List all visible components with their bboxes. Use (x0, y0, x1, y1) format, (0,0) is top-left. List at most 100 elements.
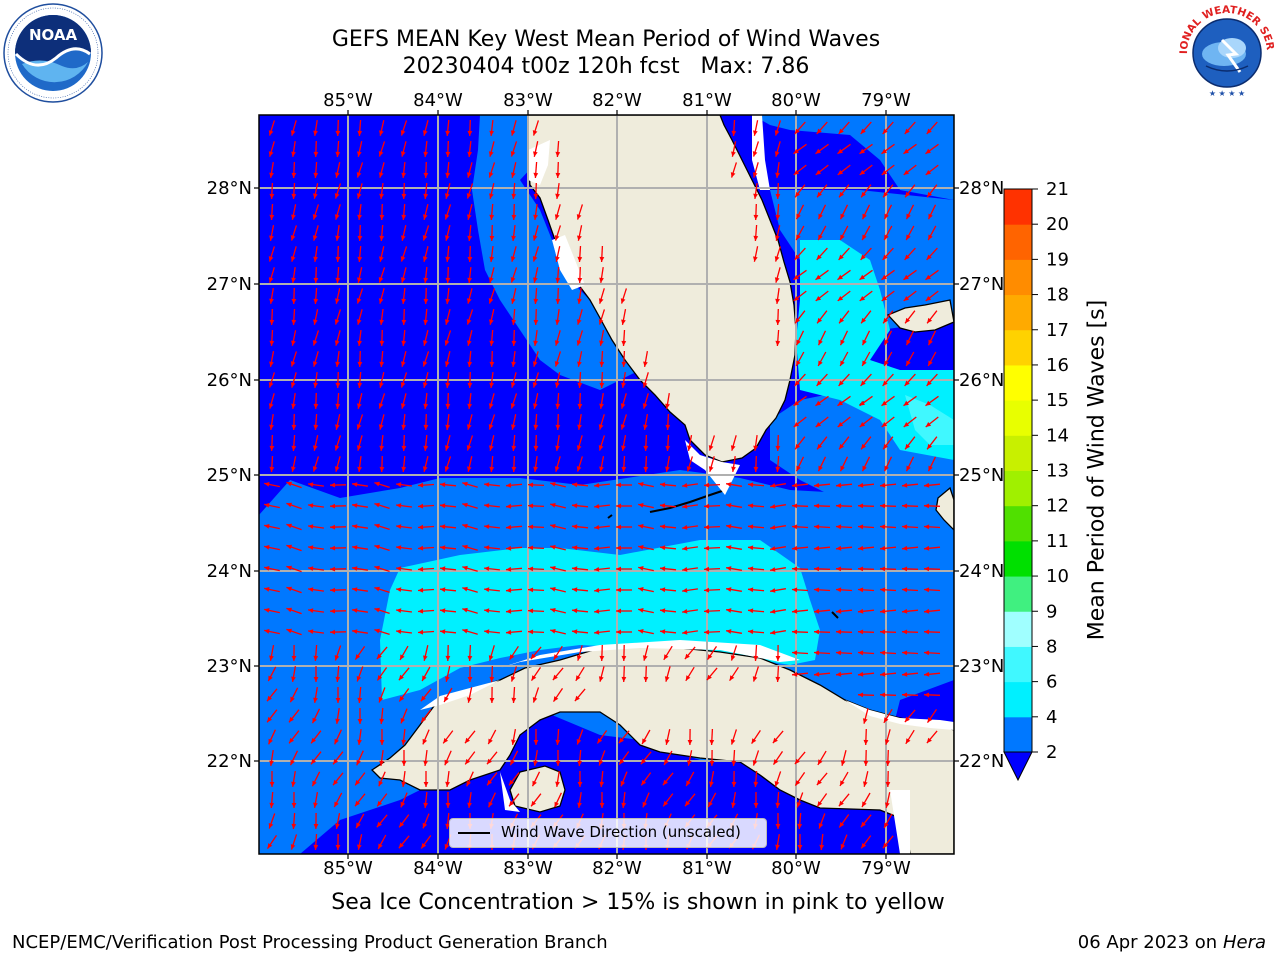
wind-arrow-head (440, 545, 446, 551)
wind-arrow-head (640, 758, 646, 765)
wind-arrow-head (467, 235, 473, 241)
wind-arrow-head (488, 403, 494, 409)
wind-arrow-head (730, 739, 736, 745)
wind-arrow-head (599, 382, 605, 388)
wind-arrow-head (511, 739, 516, 745)
wind-arrow-head (906, 339, 911, 346)
wind-arrow-head (313, 256, 318, 262)
wind-arrow-head (422, 738, 428, 745)
wind-arrow-head (330, 524, 336, 530)
wind-arrow-head (423, 151, 429, 157)
wind-arrow-head (509, 800, 514, 807)
wind-arrow-head (396, 566, 402, 571)
wind-arrow-head (752, 172, 758, 178)
wind-arrow-head (837, 170, 844, 175)
map-frame (258, 114, 955, 855)
wind-arrow-head (489, 256, 494, 262)
wind-arrow-head (574, 695, 580, 702)
wind-arrow-head (379, 361, 385, 367)
wind-arrow-head (462, 586, 468, 592)
wind-arrow-head (488, 298, 494, 304)
wind-arrow-head (884, 339, 889, 346)
wind-arrow-head (398, 674, 404, 681)
wind-arrow-head (532, 780, 537, 787)
wind-arrow-head (555, 256, 560, 262)
wind-arrow-head (926, 254, 932, 260)
wind-arrow-head (616, 524, 621, 530)
wind-arrow-head (378, 696, 384, 703)
wind-arrow-head (506, 545, 512, 551)
wind-arrow-head (374, 502, 380, 508)
wind-arrow-head (748, 503, 754, 509)
wind-arrow-head (489, 130, 494, 136)
wind-arrow-head (863, 781, 868, 787)
wind-arrow-head (621, 340, 627, 346)
wind-arrow-head (815, 274, 821, 280)
wind-arrow-head (817, 191, 822, 198)
wind-arrow-head (576, 340, 582, 346)
wind-arrow-head (510, 256, 516, 262)
wind-arrow-head (312, 214, 318, 220)
wind-arrow-head (335, 235, 340, 241)
wind-arrow-head (862, 465, 867, 472)
wind-arrow-head (357, 697, 363, 703)
wind-arrow-head (925, 296, 932, 301)
wind-arrow-head (401, 340, 407, 346)
wind-arrow-head (577, 298, 582, 304)
wind-arrow-head (792, 482, 798, 488)
colorbar-segment (1004, 189, 1032, 225)
wind-arrow-head (443, 738, 449, 744)
wind-arrow-head (506, 566, 512, 572)
wind-arrow-head (599, 803, 605, 808)
wind-arrow-head (334, 340, 340, 346)
lon-label-bottom-0: 85°W (323, 858, 373, 879)
wind-arrow-head (264, 587, 270, 592)
wind-arrow-head (775, 235, 780, 241)
wind-arrow-head (818, 339, 823, 346)
wind-arrow-head (576, 739, 582, 745)
wind-arrow-head (597, 738, 603, 744)
wind-arrow-head (423, 298, 429, 304)
wind-arrow-head (815, 170, 822, 175)
wind-arrow-head (396, 482, 402, 487)
wind-arrow-head (423, 214, 428, 220)
wind-arrow-head (467, 697, 472, 703)
wind-arrow-head (704, 503, 710, 509)
wind-arrow-head (594, 546, 600, 551)
wind-arrow-head (401, 172, 406, 178)
wind-arrow-head (793, 400, 799, 406)
wind-arrow-head (335, 130, 341, 136)
wind-arrow-head (533, 740, 539, 745)
colorbar-segment (1004, 364, 1032, 401)
wind-arrow-head (440, 566, 446, 572)
wind-arrow-head (594, 525, 600, 530)
wind-arrow-head (423, 445, 429, 451)
wind-arrow-head (264, 566, 270, 571)
wind-arrow-head (334, 466, 340, 472)
colorbar-tick-label: 20 (1046, 214, 1069, 235)
wind-arrow-head (289, 716, 294, 723)
wind-arrow-head (553, 654, 559, 660)
wind-arrow-head (880, 587, 886, 593)
wind-arrow-head (357, 466, 362, 472)
wind-arrow-head (313, 277, 319, 283)
wind-arrow-head (775, 656, 781, 661)
wind-arrow-head (902, 482, 908, 488)
lat-label-left-3: 25°N (207, 465, 252, 486)
wind-arrow-head (357, 277, 362, 283)
wind-arrow-head (904, 716, 910, 723)
wind-arrow-head (357, 340, 362, 346)
wind-arrow-head (267, 695, 272, 702)
wind-arrow-head (418, 587, 424, 593)
wind-arrow-head (902, 692, 908, 698)
wind-arrow-head (576, 466, 582, 472)
wind-arrow-head (577, 235, 582, 241)
wind-arrow-head (902, 503, 908, 509)
wind-arrow-head (753, 781, 759, 787)
wind-arrow-head (665, 466, 670, 472)
wind-arrow-head (291, 445, 297, 451)
wind-arrow-head (313, 445, 318, 451)
wind-arrow-head (928, 465, 933, 472)
wind-arrow-head (555, 739, 561, 745)
wind-arrow-head (838, 128, 844, 134)
